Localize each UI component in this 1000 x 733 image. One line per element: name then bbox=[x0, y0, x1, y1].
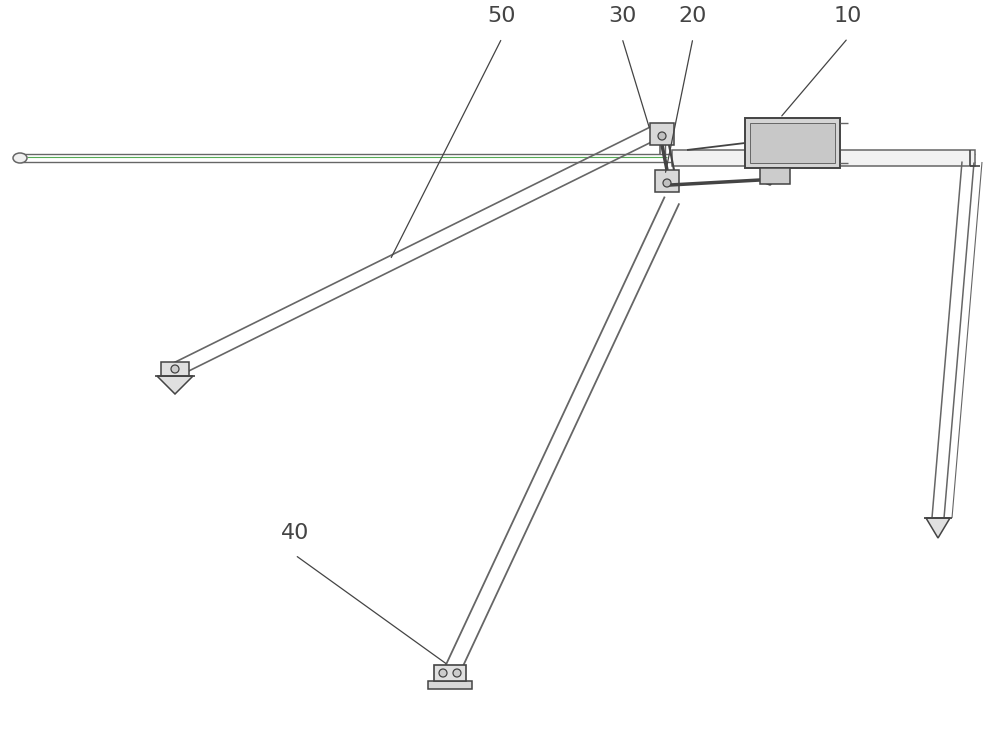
Circle shape bbox=[171, 365, 179, 373]
Text: 10: 10 bbox=[834, 6, 862, 26]
FancyBboxPatch shape bbox=[428, 681, 472, 689]
Circle shape bbox=[658, 132, 666, 140]
Text: 40: 40 bbox=[281, 523, 309, 543]
Polygon shape bbox=[672, 150, 975, 166]
FancyBboxPatch shape bbox=[434, 665, 466, 681]
FancyBboxPatch shape bbox=[650, 123, 674, 145]
Circle shape bbox=[453, 669, 461, 677]
FancyBboxPatch shape bbox=[750, 123, 835, 163]
Circle shape bbox=[439, 669, 447, 677]
FancyBboxPatch shape bbox=[745, 118, 840, 168]
FancyBboxPatch shape bbox=[161, 362, 189, 376]
Text: 50: 50 bbox=[488, 6, 516, 26]
Polygon shape bbox=[926, 518, 950, 538]
Text: 30: 30 bbox=[608, 6, 636, 26]
Text: 20: 20 bbox=[679, 6, 707, 26]
Ellipse shape bbox=[13, 153, 27, 163]
Polygon shape bbox=[157, 376, 193, 394]
FancyBboxPatch shape bbox=[760, 168, 790, 184]
FancyBboxPatch shape bbox=[655, 170, 679, 192]
Circle shape bbox=[663, 179, 671, 187]
